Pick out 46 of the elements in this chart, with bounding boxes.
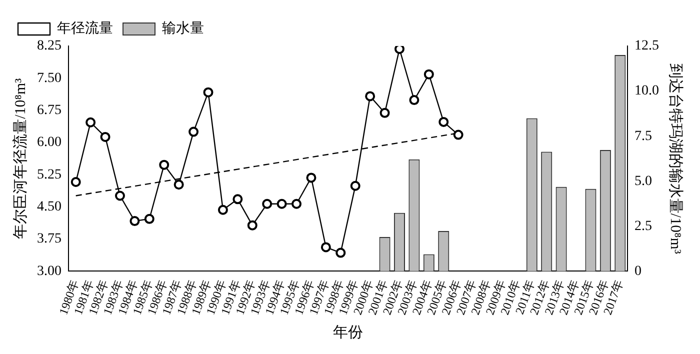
- point: [365, 91, 376, 102]
- point: [174, 180, 184, 190]
- y-tick-label: 8.25: [37, 38, 62, 54]
- y2-tick-label: 0: [634, 264, 642, 279]
- y-tick-label: 3.00: [37, 264, 62, 279]
- y-tick-label: 6.00: [37, 135, 62, 150]
- point: [247, 220, 258, 230]
- point: [306, 172, 316, 183]
- y-tick-label: 7.50: [37, 70, 62, 86]
- point: [438, 116, 449, 127]
- point: [394, 46, 404, 54]
- x-axis-title: 年份: [333, 324, 363, 341]
- point: [292, 198, 302, 209]
- point: [336, 248, 346, 258]
- point: [276, 198, 287, 209]
- point: [218, 204, 228, 215]
- legend-label: 年径流量: [57, 20, 113, 37]
- point: [100, 132, 110, 142]
- y-tick-label: 4.50: [37, 200, 62, 215]
- point: [130, 216, 140, 226]
- point: [144, 214, 154, 224]
- point: [188, 126, 199, 137]
- point: [320, 242, 331, 252]
- point: [424, 69, 434, 80]
- point: [70, 177, 81, 188]
- y2-tick-label: 12.5: [634, 38, 659, 54]
- y2-tick-label: 10.0: [634, 84, 659, 99]
- y-tick-label: 3.75: [37, 232, 62, 247]
- point: [203, 87, 214, 98]
- y2-axis-title: 到达台特玛湖的输水量/10⁸m³: [667, 63, 684, 254]
- point: [159, 160, 170, 170]
- point: [114, 190, 125, 201]
- y-tick-label: 6.75: [37, 103, 62, 118]
- point: [350, 180, 360, 191]
- legend-label: 输水量: [162, 20, 204, 37]
- point: [232, 194, 243, 204]
- y-axis-title: 年尔臣河年径流量/10⁸m³: [12, 78, 29, 239]
- point: [409, 95, 420, 106]
- point: [86, 117, 96, 128]
- y2-tick-label: 7.5: [634, 128, 652, 144]
- y2-tick-label: 5.0: [634, 174, 652, 189]
- point: [453, 130, 464, 140]
- point: [380, 108, 390, 118]
- point: [262, 198, 272, 209]
- y-tick-label: 5.25: [37, 167, 62, 182]
- y2-tick-label: 2.5: [634, 218, 652, 234]
